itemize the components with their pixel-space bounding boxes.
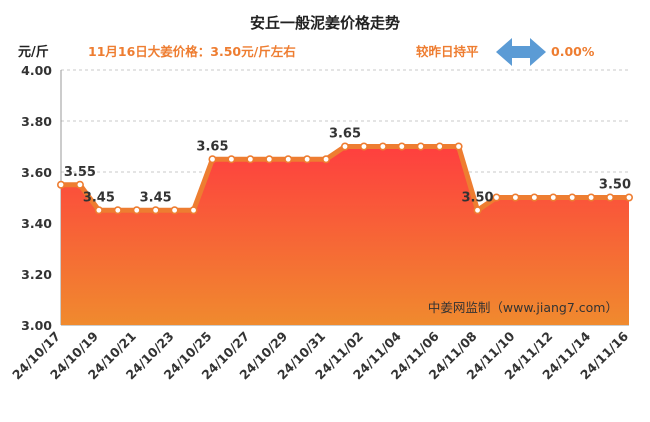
data-point [284, 155, 293, 164]
data-point [113, 206, 122, 215]
data-point [549, 193, 558, 202]
data-point [170, 206, 179, 215]
data-point [454, 142, 463, 151]
data-point [208, 155, 217, 164]
compare-percent: 0.00% [551, 44, 595, 59]
data-point [189, 206, 198, 215]
data-label: 3.65 [329, 127, 361, 142]
data-point [606, 193, 615, 202]
data-points [56, 142, 633, 215]
data-point [94, 206, 103, 215]
x-axis-ticks: 24/10/1724/10/1924/10/2124/10/2324/10/25… [9, 328, 631, 382]
watermark: 中姜网监制（www.jiang7.com） [428, 300, 618, 315]
data-point [624, 193, 633, 202]
price-note: 11月16日大姜价格：3.50元/斤左右 [88, 44, 296, 59]
data-point [132, 206, 141, 215]
data-point [587, 193, 596, 202]
data-point [359, 142, 368, 151]
data-point [397, 142, 406, 151]
data-point [75, 180, 84, 189]
data-label: 3.55 [64, 165, 96, 180]
data-point [473, 206, 482, 215]
data-point [416, 142, 425, 151]
y-tick-label: 3.60 [21, 165, 52, 180]
data-point [151, 206, 160, 215]
data-label: 3.65 [196, 139, 228, 154]
data-point [568, 193, 577, 202]
data-point [511, 193, 520, 202]
y-tick-label: 3.40 [21, 216, 52, 231]
double-arrow-icon [496, 38, 546, 66]
y-tick-label: 3.00 [21, 318, 52, 333]
area-layer [61, 146, 629, 325]
data-labels: 3.55 3.45 3.45 3.65 3.65 3.50 3.50 [64, 127, 631, 206]
data-point [435, 142, 444, 151]
data-point [378, 142, 387, 151]
data-point [265, 155, 274, 164]
data-point [322, 155, 331, 164]
y-tick-label: 3.80 [21, 114, 52, 129]
data-label: 3.50 [599, 178, 631, 193]
data-label: 3.45 [140, 190, 172, 205]
data-point [492, 193, 501, 202]
price-area [61, 146, 629, 325]
data-point [56, 180, 65, 189]
data-label: 3.45 [83, 190, 115, 205]
data-label: 3.50 [461, 190, 493, 205]
data-point [303, 155, 312, 164]
y-tick-label: 3.20 [21, 267, 52, 282]
data-point [530, 193, 539, 202]
data-point [246, 155, 255, 164]
data-point [227, 155, 236, 164]
data-point [340, 142, 349, 151]
y-axis-ticks: 3.00 3.20 3.40 3.60 3.80 4.00 [21, 63, 52, 333]
y-tick-label: 4.00 [21, 63, 52, 78]
compare-label: 较昨日持平 [416, 44, 479, 59]
chart-title: 安丘一般泥姜价格走势 [250, 14, 400, 32]
y-axis-unit: 元/斤 [18, 44, 49, 60]
